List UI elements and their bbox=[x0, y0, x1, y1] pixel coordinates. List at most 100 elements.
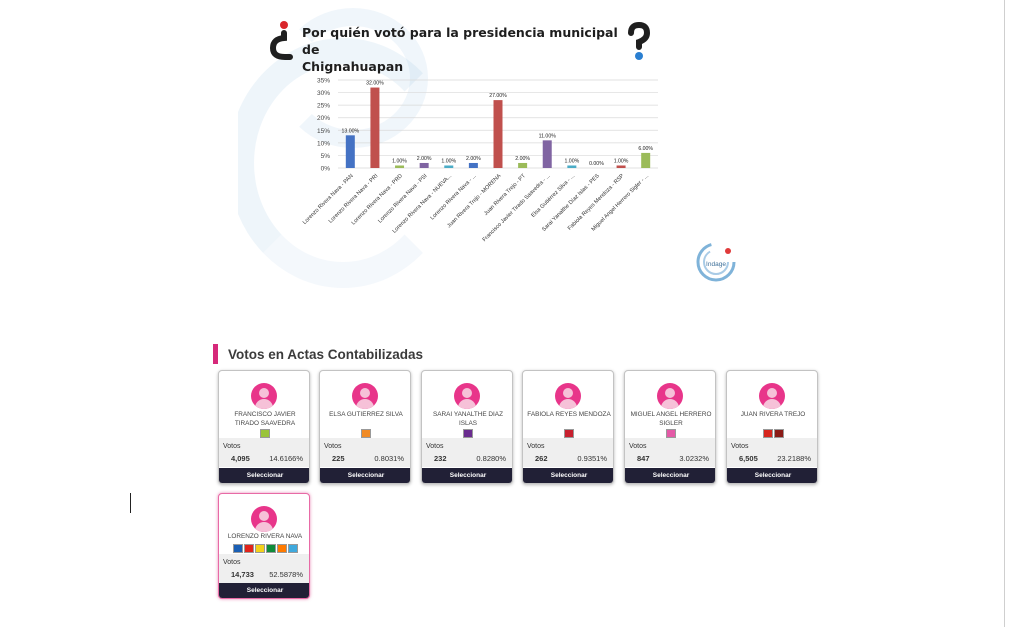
select-candidate-button[interactable]: Seleccionar bbox=[422, 468, 512, 483]
x-tick-label: Juan Rivera Trejo - PT bbox=[483, 173, 527, 217]
y-tick-label: 25% bbox=[317, 103, 330, 110]
party-logo-icon bbox=[260, 429, 270, 438]
votes-percentage: 14.6166% bbox=[269, 454, 303, 463]
candidate-name: LORENZO RIVERA NAVA bbox=[227, 533, 303, 540]
y-tick-label: 0% bbox=[321, 166, 331, 173]
votes-label: Votos bbox=[629, 443, 647, 450]
votes-box: Votos 14,733 52.5878% bbox=[219, 554, 309, 583]
votes-label: Votos bbox=[324, 443, 342, 450]
votes-count: 847 bbox=[637, 454, 650, 463]
data-label: 11.00% bbox=[539, 133, 557, 139]
votes-box: Votos 262 0.9351% bbox=[523, 438, 613, 467]
votes-label: Votos bbox=[426, 443, 444, 450]
poll-chart-image: Por quién votó para la presidencia munic… bbox=[238, 8, 758, 298]
bar bbox=[370, 87, 380, 168]
bar bbox=[518, 162, 528, 168]
votes-count: 262 bbox=[535, 454, 548, 463]
party-logo-icon bbox=[265, 544, 276, 553]
candidate-avatar-icon bbox=[352, 383, 378, 409]
votes-box: Votos 847 3.0232% bbox=[625, 438, 715, 467]
chart-title: Por quién votó para la presidencia munic… bbox=[302, 24, 622, 75]
select-candidate-button[interactable]: Seleccionar bbox=[320, 468, 410, 483]
candidate-name: ELSA GUTIERREZ SILVA bbox=[329, 411, 403, 418]
data-label: 2.00% bbox=[515, 156, 530, 162]
x-tick-label: Lorenzo Rivera Nava - PRD bbox=[351, 173, 404, 226]
x-tick-label: Lorenzo Rivera Nava - PSI bbox=[377, 173, 429, 225]
votes-box: Votos 6,505 23.2188% bbox=[727, 438, 817, 467]
x-tick-label: Lorenzo Rivera Nava - ... bbox=[430, 173, 479, 222]
party-logo-icon bbox=[564, 429, 574, 438]
votes-percentage: 0.8280% bbox=[476, 454, 506, 463]
votes-box: Votos 225 0.8031% bbox=[320, 438, 410, 467]
bar bbox=[493, 100, 503, 168]
select-candidate-button[interactable]: Seleccionar bbox=[625, 468, 715, 483]
data-label: 13.00% bbox=[342, 128, 360, 134]
select-candidate-button[interactable]: Seleccionar bbox=[219, 583, 309, 598]
party-logo-icon bbox=[762, 429, 773, 438]
votes-box: Votos 4,095 14.6166% bbox=[219, 438, 309, 467]
candidate-avatar-icon bbox=[251, 506, 277, 532]
party-logo-icon bbox=[773, 429, 784, 438]
candidate-card: FABIOLA REYES MENDOZA Votos 262 0.9351% Sele… bbox=[522, 370, 614, 484]
party-logos bbox=[625, 429, 715, 438]
votes-percentage: 0.9351% bbox=[577, 454, 607, 463]
chart-title-line-2: Chignahuapan bbox=[302, 59, 404, 74]
bar bbox=[468, 162, 478, 168]
section-accent-bar bbox=[213, 344, 218, 364]
bar bbox=[444, 165, 454, 168]
votes-count: 6,505 bbox=[739, 454, 758, 463]
party-logos bbox=[219, 429, 309, 438]
party-logos bbox=[727, 429, 817, 438]
party-logo-icon bbox=[361, 429, 371, 438]
select-candidate-button[interactable]: Seleccionar bbox=[219, 468, 309, 483]
select-candidate-button[interactable]: Seleccionar bbox=[727, 468, 817, 483]
candidate-name: SARAI YANALTHE DIAZ ISLAS bbox=[433, 411, 503, 427]
question-mark-icon bbox=[628, 22, 651, 60]
chart-title-line-1: Por quién votó para la presidencia munic… bbox=[302, 25, 618, 57]
data-label: 1.00% bbox=[614, 158, 629, 164]
bar bbox=[395, 165, 405, 168]
x-tick-label: Lorenzo Rivera Nava - PRI bbox=[328, 173, 380, 225]
candidate-card: FRANCISCO JAVIER TIRADO SAAVEDRA Votos 4,0… bbox=[218, 370, 310, 484]
candidate-name: FRANCISCO JAVIER TIRADO SAAVEDRA bbox=[234, 411, 296, 427]
indage-logo: Indage bbox=[696, 242, 736, 282]
y-tick-label: 5% bbox=[321, 153, 331, 160]
candidate-name: MIGUEL ANGEL HERRERO SIGLER bbox=[630, 411, 712, 427]
votes-box: Votos 232 0.8280% bbox=[422, 438, 512, 467]
candidate-card: LORENZO RIVERA NAVA Votos 14,733 52.5878% Se… bbox=[218, 493, 310, 599]
candidate-avatar-icon bbox=[759, 383, 785, 409]
y-tick-label: 10% bbox=[317, 140, 330, 147]
candidate-card: SARAI YANALTHE DIAZ ISLAS Votos 232 0.8280%… bbox=[421, 370, 513, 484]
party-logo-icon bbox=[276, 544, 287, 553]
bar bbox=[616, 165, 626, 168]
party-logo-icon bbox=[254, 544, 265, 553]
candidate-card: ELSA GUTIERREZ SILVA Votos 225 0.8031% Selec… bbox=[319, 370, 411, 484]
data-label: 27.00% bbox=[489, 93, 507, 99]
candidate-avatar-icon bbox=[251, 383, 277, 409]
bar bbox=[419, 162, 429, 168]
data-label: 1.00% bbox=[564, 158, 579, 164]
x-tick-label: Lorenzo Rivera Nava - PAN bbox=[302, 173, 355, 226]
text-cursor bbox=[130, 493, 131, 513]
indage-logo-text: Indage bbox=[706, 261, 726, 268]
bar bbox=[345, 135, 355, 168]
select-candidate-button[interactable]: Seleccionar bbox=[523, 468, 613, 483]
votes-count: 4,095 bbox=[231, 454, 250, 463]
y-tick-label: 20% bbox=[317, 115, 330, 122]
votes-percentage: 23.2188% bbox=[777, 454, 811, 463]
votes-count: 225 bbox=[332, 454, 345, 463]
votes-count: 14,733 bbox=[231, 570, 254, 579]
y-tick-label: 35% bbox=[317, 78, 330, 85]
y-tick-label: 30% bbox=[317, 90, 330, 97]
page-edge-divider bbox=[1004, 0, 1005, 627]
section-title: Votos en Actas Contabilizadas bbox=[228, 346, 424, 362]
votes-percentage: 0.8031% bbox=[374, 454, 404, 463]
data-label: 2.00% bbox=[466, 156, 481, 162]
votes-label: Votos bbox=[527, 443, 545, 450]
x-tick-label: Elsa Gutiérrez Silva - ... bbox=[530, 173, 576, 219]
data-label: 32.00% bbox=[366, 81, 384, 87]
data-label: 6.00% bbox=[638, 146, 653, 152]
party-logo-icon bbox=[287, 544, 298, 553]
candidate-name: JUAN RIVERA TREJO bbox=[740, 411, 806, 418]
